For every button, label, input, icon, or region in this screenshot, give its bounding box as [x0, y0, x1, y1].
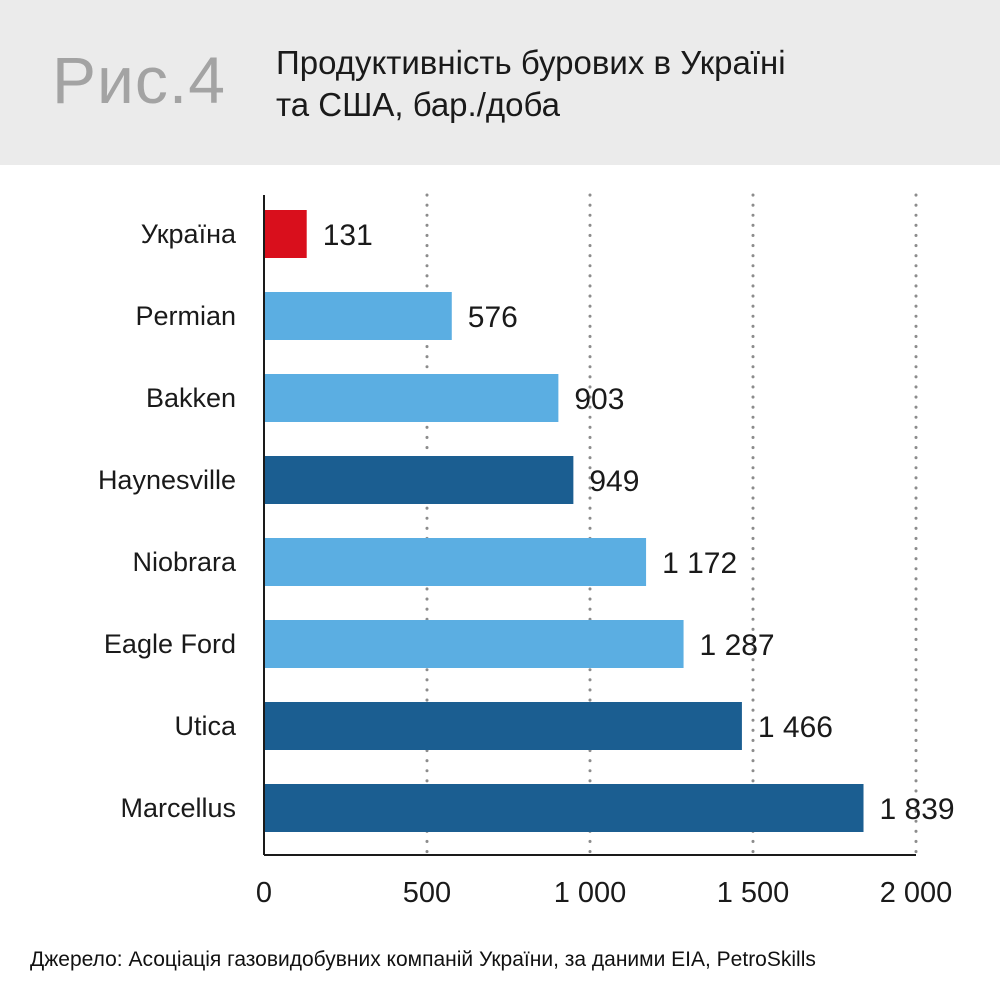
category-label: Україна — [141, 219, 237, 249]
x-tick-label: 0 — [256, 877, 272, 909]
category-label: Marcellus — [120, 793, 236, 823]
category-label: Haynesville — [98, 465, 236, 495]
value-label: 949 — [589, 465, 639, 498]
bar — [264, 292, 452, 340]
category-label: Bakken — [146, 383, 236, 413]
value-label: 1 287 — [700, 629, 775, 662]
chart-title-line-1: Продуктивність бурових в Україні — [276, 44, 786, 81]
source-note: Джерело: Асоціація газовидобувних компан… — [30, 948, 816, 971]
value-label: 1 466 — [758, 711, 833, 744]
bar — [264, 374, 559, 422]
bar-chart: Україна 131 Permian 576 Bakken 903 Haynesville… — [98, 193, 955, 909]
category-label: Niobrara — [132, 547, 237, 577]
bar — [264, 702, 742, 750]
bar — [264, 210, 307, 258]
chart-title-line-2: та США, бар./доба — [276, 86, 560, 123]
bar — [264, 456, 574, 504]
bar — [264, 538, 647, 586]
category-label: Permian — [135, 301, 236, 331]
chart-title: Продуктивність бурових в Україні та США,… — [276, 42, 916, 126]
bar — [264, 784, 864, 832]
bar — [264, 620, 684, 668]
value-label: 576 — [468, 301, 518, 334]
figure-header: Рис.4 Продуктивність бурових в Україні т… — [0, 0, 1000, 165]
figure-number: Рис.4 — [52, 43, 226, 117]
x-tick-label: 500 — [403, 877, 451, 909]
x-tick-label: 2 000 — [880, 877, 953, 909]
x-tick-label: 1 500 — [717, 877, 790, 909]
value-label: 1 839 — [880, 793, 955, 826]
category-label: Utica — [174, 711, 236, 741]
value-label: 1 172 — [662, 547, 737, 580]
x-tick-label: 1 000 — [554, 877, 627, 909]
value-label: 903 — [574, 383, 624, 416]
category-label: Eagle Ford — [104, 629, 236, 659]
value-label: 131 — [323, 219, 373, 252]
